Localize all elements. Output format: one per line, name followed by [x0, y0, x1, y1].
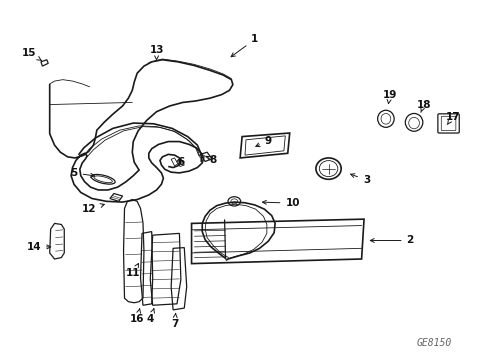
Text: 16: 16 [130, 309, 145, 324]
Text: 1: 1 [231, 35, 258, 57]
Text: 6: 6 [177, 157, 185, 167]
Text: 10: 10 [263, 198, 300, 208]
Text: 9: 9 [256, 136, 272, 147]
Text: 12: 12 [82, 204, 104, 214]
Text: GE8150: GE8150 [417, 338, 452, 348]
Text: 5: 5 [71, 168, 95, 178]
Text: 13: 13 [149, 45, 164, 61]
Text: 2: 2 [370, 235, 414, 246]
Text: 19: 19 [383, 90, 397, 104]
Text: 11: 11 [126, 264, 141, 278]
Text: 18: 18 [416, 100, 431, 112]
Text: 14: 14 [26, 242, 50, 252]
Text: 15: 15 [22, 48, 41, 60]
Text: 4: 4 [147, 309, 154, 324]
Text: 8: 8 [207, 156, 217, 166]
Text: 3: 3 [351, 174, 370, 185]
Text: 17: 17 [445, 112, 460, 125]
Text: 7: 7 [171, 313, 178, 329]
